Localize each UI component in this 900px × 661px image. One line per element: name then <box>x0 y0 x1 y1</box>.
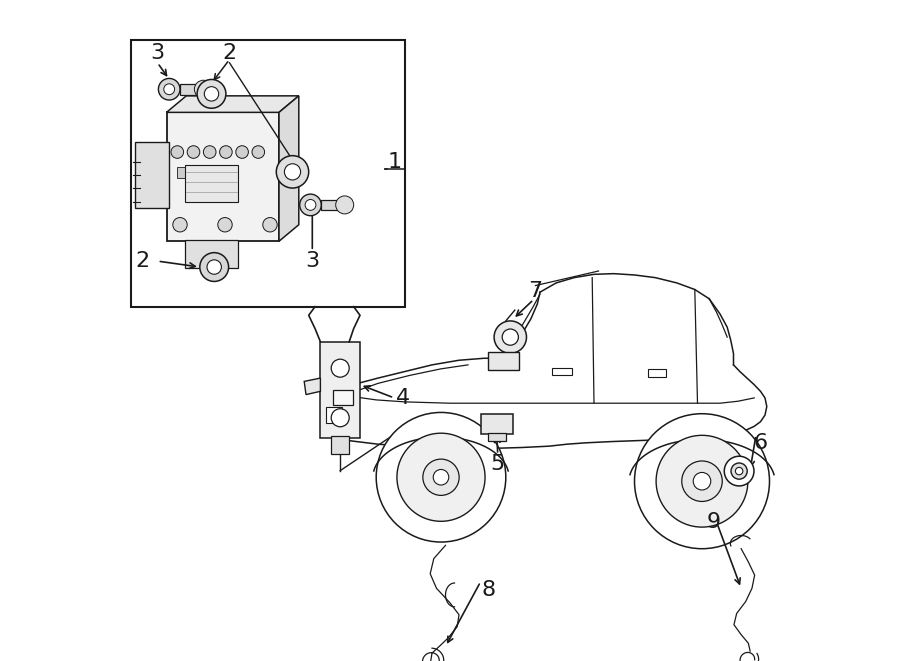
Circle shape <box>331 359 349 377</box>
Circle shape <box>173 217 187 232</box>
Bar <box>552 368 572 375</box>
Bar <box>321 200 344 210</box>
Circle shape <box>724 456 754 486</box>
Circle shape <box>656 436 748 527</box>
Circle shape <box>263 217 277 232</box>
Bar <box>488 352 519 370</box>
Circle shape <box>305 200 316 210</box>
Circle shape <box>207 260 221 274</box>
Text: 2: 2 <box>135 251 149 271</box>
Circle shape <box>494 321 526 354</box>
Circle shape <box>735 467 742 475</box>
Circle shape <box>336 196 354 214</box>
Text: 4: 4 <box>396 388 410 408</box>
Bar <box>184 240 239 268</box>
Text: 3: 3 <box>150 43 165 63</box>
Circle shape <box>433 469 449 485</box>
Bar <box>194 167 204 178</box>
Bar <box>180 84 202 95</box>
Circle shape <box>194 80 212 98</box>
Text: 8: 8 <box>482 580 496 600</box>
Circle shape <box>693 473 711 490</box>
Circle shape <box>164 84 175 95</box>
Bar <box>320 342 360 438</box>
Text: 9: 9 <box>706 512 721 532</box>
Circle shape <box>731 463 747 479</box>
Circle shape <box>220 145 232 159</box>
Circle shape <box>284 164 301 180</box>
Circle shape <box>331 408 349 427</box>
Polygon shape <box>304 378 320 395</box>
Circle shape <box>236 145 248 159</box>
Bar <box>166 112 279 241</box>
Bar <box>333 390 353 405</box>
Bar <box>326 407 342 423</box>
Circle shape <box>502 329 518 345</box>
Circle shape <box>171 145 184 159</box>
Circle shape <box>158 79 180 100</box>
Bar <box>481 414 513 434</box>
Circle shape <box>300 194 321 215</box>
Polygon shape <box>166 96 299 112</box>
Bar <box>331 436 349 454</box>
Circle shape <box>423 459 459 495</box>
Text: 5: 5 <box>491 454 505 474</box>
Text: 6: 6 <box>753 433 768 453</box>
Bar <box>488 433 506 441</box>
Text: 2: 2 <box>222 43 237 63</box>
Circle shape <box>197 79 226 108</box>
Circle shape <box>200 253 229 282</box>
Circle shape <box>397 433 485 522</box>
Bar <box>210 167 220 178</box>
Circle shape <box>252 145 265 159</box>
Bar <box>130 40 405 307</box>
Text: 7: 7 <box>528 281 543 301</box>
Text: 3: 3 <box>305 251 320 271</box>
Circle shape <box>276 155 309 188</box>
Circle shape <box>682 461 722 502</box>
Bar <box>135 142 169 208</box>
Polygon shape <box>279 96 299 241</box>
Circle shape <box>376 412 506 542</box>
Circle shape <box>634 414 770 549</box>
Circle shape <box>218 217 232 232</box>
Bar <box>648 369 666 377</box>
Circle shape <box>187 145 200 159</box>
Circle shape <box>203 145 216 159</box>
Circle shape <box>204 87 219 101</box>
Text: 1: 1 <box>387 152 401 172</box>
Bar <box>177 167 188 178</box>
Bar <box>184 165 239 202</box>
